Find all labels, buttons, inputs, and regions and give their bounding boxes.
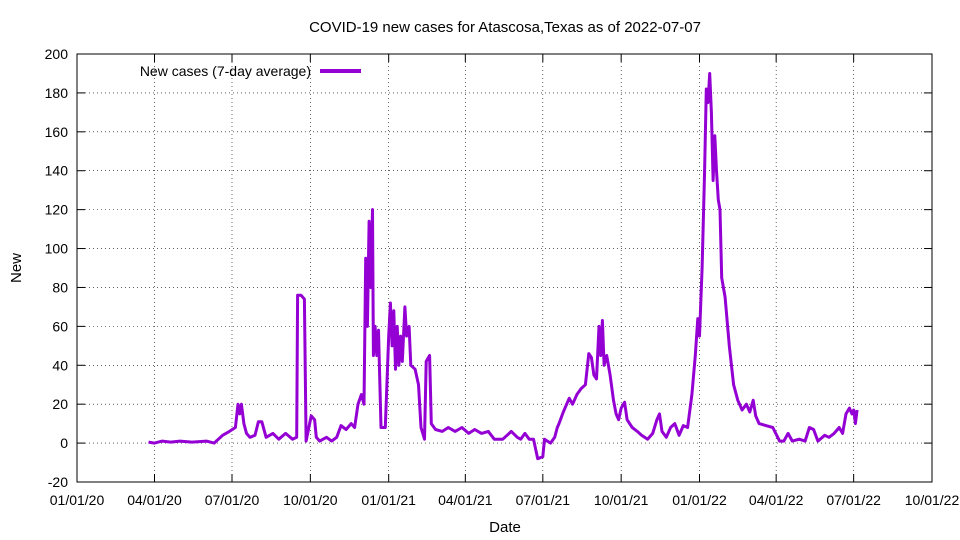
series-line — [148, 72, 859, 461]
series-layer — [148, 72, 859, 461]
y-axis-ticks: -20 0 20 40 60 80 100 120 140 160 180 200 — [45, 46, 932, 490]
y-tick-label: 160 — [45, 124, 69, 140]
plot-frame — [76, 53, 933, 483]
y-tick-label: 80 — [52, 279, 68, 295]
y-tick-label: 140 — [45, 163, 69, 179]
y-axis-label: New — [8, 253, 25, 283]
x-tick-label: 07/01/20 — [205, 492, 260, 508]
x-tick-label: 07/01/21 — [516, 492, 571, 508]
y-tick-label: 200 — [45, 46, 69, 62]
y-tick-label: -20 — [48, 474, 68, 490]
x-tick-label: 10/01/21 — [594, 492, 649, 508]
x-tick-label: 01/01/20 — [50, 492, 105, 508]
x-tick-label: 10/01/22 — [905, 492, 960, 508]
y-tick-label: 60 — [52, 318, 68, 334]
chart-title: COVID-19 new cases for Atascosa,Texas as… — [309, 19, 701, 36]
x-axis-ticks: 01/01/20 04/01/20 07/01/20 10/01/20 01/01/21… — [50, 54, 960, 508]
grid — [77, 54, 932, 482]
x-tick-label: 04/01/22 — [749, 492, 804, 508]
y-tick-label: 0 — [60, 435, 68, 451]
x-tick-label: 04/01/21 — [438, 492, 493, 508]
legend: New cases (7-day average) — [140, 63, 361, 79]
x-tick-label: 10/01/20 — [283, 492, 338, 508]
x-tick-label: 01/01/22 — [672, 492, 727, 508]
y-tick-label: 180 — [45, 85, 69, 101]
y-tick-label: 40 — [52, 357, 68, 373]
y-tick-label: 20 — [52, 396, 68, 412]
x-axis-label: Date — [489, 519, 521, 536]
x-tick-label: 01/01/21 — [361, 492, 416, 508]
y-tick-label: 120 — [45, 202, 69, 218]
legend-label: New cases (7-day average) — [140, 63, 311, 79]
y-tick-label: 100 — [45, 241, 69, 257]
x-tick-label: 07/01/22 — [826, 492, 881, 508]
x-tick-label: 04/01/20 — [127, 492, 182, 508]
